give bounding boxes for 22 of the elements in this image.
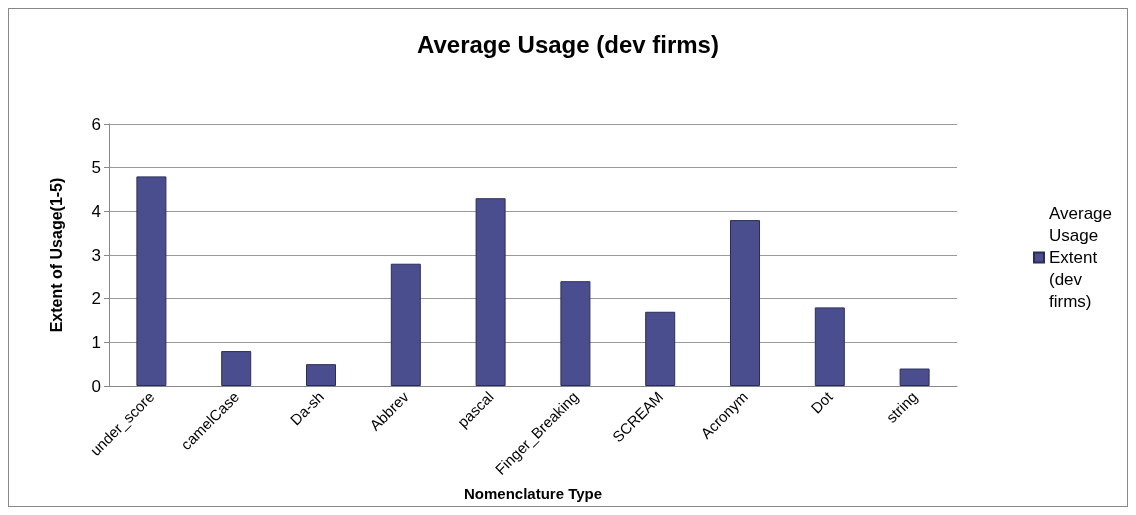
bar — [560, 281, 591, 386]
bar — [136, 176, 167, 386]
bar — [221, 351, 252, 386]
bar — [390, 263, 421, 386]
y-tick-label: 3 — [91, 245, 101, 265]
chart-title: Average Usage (dev firms) — [417, 30, 719, 58]
bar — [730, 220, 760, 386]
bar — [306, 364, 336, 386]
x-axis-title: Nomenclature Type — [463, 485, 603, 502]
y-tick-label: 5 — [91, 158, 101, 178]
bar — [645, 311, 676, 386]
bar — [899, 368, 930, 386]
y-tick-label: 0 — [91, 376, 101, 396]
y-tick-label: 1 — [91, 332, 101, 352]
bar — [814, 307, 845, 386]
y-axis-title: Extent of Usage(1-5) — [47, 177, 65, 333]
y-tick-label: 4 — [91, 201, 101, 221]
bar — [475, 198, 506, 386]
x-tick-label: Dot — [807, 387, 837, 417]
legend-label: Average Usage Extent (dev firms) — [1048, 204, 1112, 311]
y-tick-label: 6 — [91, 114, 101, 134]
y-tick-label: 2 — [91, 289, 101, 309]
